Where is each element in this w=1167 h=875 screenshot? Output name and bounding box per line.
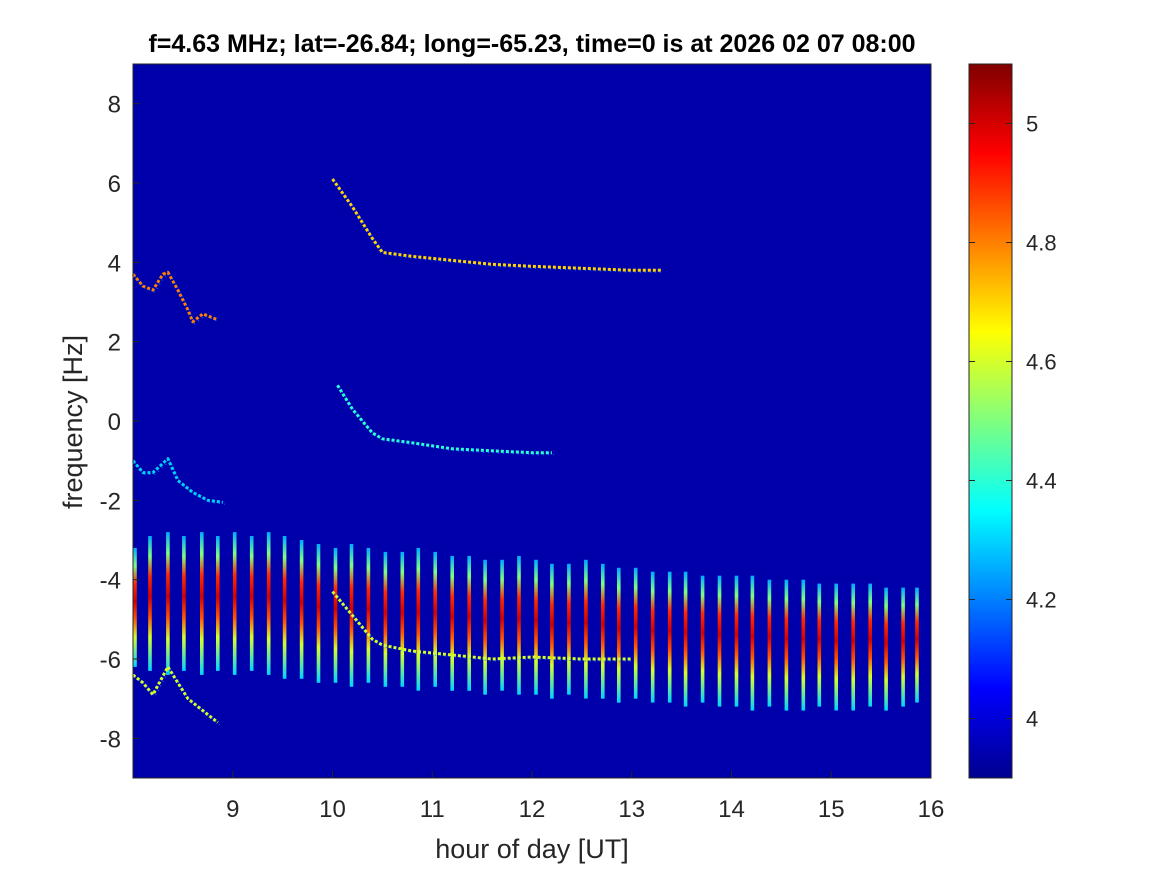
y-tick-label--8: -8: [100, 726, 121, 753]
plot-background: [133, 64, 931, 778]
stripe-1: [133, 547, 137, 667]
colorbar-tick-label-5: 5: [1026, 112, 1038, 137]
stripe-17: [400, 551, 405, 687]
trace-upper-left-scatter: [134, 273, 220, 325]
stripe-25: [534, 559, 538, 695]
y-axis-label: frequency [Hz]: [58, 335, 88, 509]
x-tick-label-10: 10: [319, 796, 346, 823]
stripe-27: [567, 563, 571, 695]
trace-layer: [131, 178, 664, 725]
x-tick-label-12: 12: [519, 796, 546, 823]
stripe-42: [817, 583, 822, 707]
colorbar-gradient: [968, 63, 1013, 779]
stripe-34: [683, 571, 688, 707]
stripe-36: [717, 575, 722, 707]
x-axis-label: hour of day [UT]: [435, 834, 629, 864]
stripe-13: [333, 547, 338, 683]
stripe-4: [182, 536, 186, 671]
stripe-11: [299, 540, 304, 679]
trace-lower: [331, 590, 632, 661]
colorbar-tick-label-4.6: 4.6: [1026, 350, 1057, 375]
trace-upper-right: [331, 178, 662, 272]
trace-upper-left: [131, 270, 219, 324]
colorbar-ticks: 4 4.2 4.4 4.6 4.8 5: [969, 112, 1057, 732]
stripe-33: [667, 571, 672, 703]
stripe-18: [416, 547, 421, 691]
stripe-32: [650, 571, 655, 703]
stripe-19: [433, 551, 437, 687]
stripe-3: [166, 532, 170, 675]
stripe-24: [517, 555, 521, 695]
colorbar-tick-label-4.4: 4.4: [1026, 469, 1057, 494]
plot-area: [131, 63, 932, 779]
stripe-30: [617, 567, 621, 703]
x-tick-label-11: 11: [420, 796, 445, 823]
stripe-22: [483, 559, 487, 695]
stripe-43: [834, 583, 838, 711]
stripe-10: [282, 536, 287, 679]
stripe-21: [467, 555, 471, 691]
x-tick-label-13: 13: [618, 796, 645, 823]
x-tick-label-9: 9: [226, 796, 239, 823]
stripe-9: [266, 532, 271, 675]
stripe-40: [784, 579, 789, 711]
stripe-7: [232, 532, 237, 675]
stripe-38: [750, 575, 755, 711]
stripe-5: [200, 532, 204, 675]
stripe-8: [249, 536, 254, 671]
y-axis-ticks: 8 6 4 2 0 -2 -4 -6 -8: [100, 92, 140, 753]
stripe-37: [734, 575, 739, 707]
y-tick-label--4: -4: [100, 568, 121, 595]
y-tick-label-0: 0: [108, 409, 121, 436]
trace-mid-left: [131, 457, 223, 504]
colorbar-tick-label-4.8: 4.8: [1026, 231, 1057, 256]
y-tick-label--6: -6: [100, 647, 121, 674]
colorbar-tick-label-4: 4: [1026, 707, 1038, 732]
stripe-44: [851, 583, 855, 711]
y-tick-label-8: 8: [108, 92, 121, 119]
stripe-16: [383, 551, 388, 687]
stripe-6: [216, 536, 220, 671]
colorbar: 4 4.2 4.4 4.6 4.8 5: [968, 63, 1057, 779]
stripe-35: [700, 575, 705, 703]
trace-middle-scatter: [339, 387, 554, 456]
trace-upper-right-scatter: [334, 180, 664, 273]
y-tick-label-2: 2: [108, 330, 121, 357]
stripe-39: [767, 579, 772, 707]
stripe-layer: [133, 532, 919, 711]
x-axis-ticks: 9 10 11 12 13 14 15 16: [226, 771, 944, 823]
stripe-2: [148, 536, 152, 671]
chart-title: f=4.63 MHz; lat=-26.84; long=-65.23, tim…: [148, 30, 915, 58]
stripe-46: [884, 587, 888, 711]
y-tick-label--2: -2: [100, 488, 121, 515]
trace-middle: [336, 384, 552, 455]
stripe-45: [868, 583, 872, 707]
stripe-12: [316, 544, 321, 683]
stripe-47: [901, 587, 905, 707]
y-tick-label-4: 4: [108, 250, 121, 277]
x-tick-label-16: 16: [918, 796, 945, 823]
x-tick-label-14: 14: [718, 796, 745, 823]
trace-lower-left-scatter: [134, 667, 221, 725]
y-tick-label-6: 6: [108, 171, 121, 198]
stripe-31: [633, 567, 638, 699]
stripe-20: [450, 555, 454, 691]
stripe-15: [366, 547, 371, 683]
colorbar-tick-label-4.2: 4.2: [1026, 588, 1057, 613]
stripe-41: [801, 579, 806, 711]
stripe-26: [550, 563, 554, 699]
stripe-23: [500, 559, 504, 691]
stripe-48: [915, 587, 919, 703]
trace-lower-left: [132, 665, 219, 724]
x-tick-label-15: 15: [818, 796, 845, 823]
stripe-28: [584, 559, 588, 699]
stripe-29: [601, 563, 605, 699]
